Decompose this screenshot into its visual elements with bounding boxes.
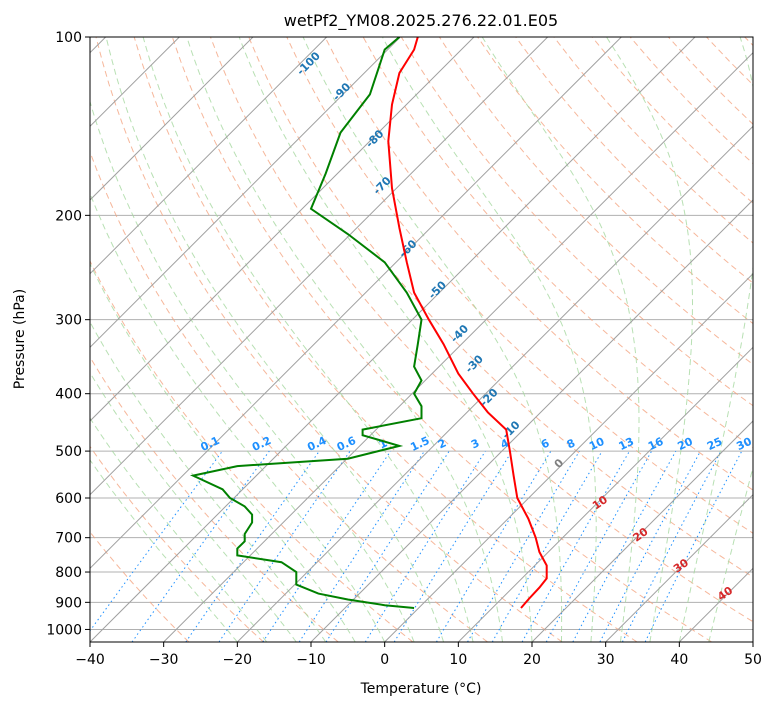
- mixing-ratio-label: 36: [764, 435, 775, 453]
- moist-adiabat: [90, 192, 386, 642]
- x-axis: −40 −30 −20 −10 0 10 20 30 40 50: [75, 642, 762, 668]
- x-tick-label: 50: [744, 652, 762, 668]
- temperature-line: [387, 37, 548, 609]
- y-axis-label: Pressure (hPa): [12, 289, 28, 389]
- mixing-ratio-label: 13: [617, 435, 636, 453]
- y-tick-label: 600: [55, 491, 82, 507]
- dry-adiabat: [90, 445, 264, 642]
- isotherm-line: [90, 37, 549, 496]
- mixing-ratio-line: [572, 450, 677, 642]
- moist-adiabat: [481, 37, 640, 642]
- isotherm-line: [90, 37, 328, 275]
- moist-adiabat: [678, 37, 753, 642]
- isotherm-line: [310, 199, 753, 642]
- moist-adiabat: [708, 465, 753, 642]
- isotherm-line: [90, 37, 401, 349]
- y-tick-label: 800: [55, 565, 82, 581]
- x-tick-label: −30: [149, 652, 179, 668]
- mixing-ratio-label: 30: [734, 435, 754, 453]
- x-tick-label: 40: [670, 652, 688, 668]
- mixing-ratio-label: 16: [646, 435, 666, 453]
- mixing-ratio-line: [435, 450, 552, 642]
- x-tick-label: 0: [380, 652, 389, 668]
- moist-adiabat: [90, 459, 238, 642]
- y-tick-label: 1000: [46, 622, 82, 638]
- mixing-ratio-line: [185, 450, 320, 642]
- moist-adiabat: [105, 37, 445, 642]
- isotherm-line: [384, 272, 753, 642]
- dry-adiabat: [90, 259, 414, 642]
- x-tick-label: −20: [223, 652, 253, 668]
- y-tick-label: 200: [55, 208, 82, 224]
- moist-adiabat: [142, 37, 474, 642]
- y-axis: 100 200 300 400 500 600 700 800 900 1000: [46, 30, 90, 638]
- isotherm-line: [236, 125, 753, 642]
- mixing-ratio-line: [364, 450, 486, 642]
- isotherm-line: [605, 493, 753, 642]
- isotherm-line: [457, 346, 753, 642]
- chart-title: wetPf2_YM08.2025.276.22.01.E05: [284, 11, 558, 31]
- x-tick-label: 30: [597, 652, 615, 668]
- x-axis-label: Temperature (°C): [360, 681, 482, 697]
- moist-adiabat: [381, 37, 597, 642]
- y-tick-label: 100: [55, 30, 82, 46]
- moist-adiabat: [90, 417, 268, 642]
- isotherm-line: [90, 37, 254, 201]
- plot-area: [90, 37, 753, 642]
- x-tick-label: 20: [523, 652, 541, 668]
- mixing-ratio-lines: [90, 450, 743, 642]
- isotherm-line: [90, 37, 622, 570]
- y-tick-label: 700: [55, 531, 82, 547]
- y-tick-label: 400: [55, 387, 82, 403]
- moist-adiabats: [90, 37, 753, 642]
- y-tick-label: 500: [55, 444, 82, 460]
- y-tick-label: 300: [55, 313, 82, 329]
- skewed-isotherms: [90, 37, 753, 642]
- isotherm-line: [163, 51, 753, 642]
- pressure-gridlines: [90, 37, 753, 630]
- moist-adiabat: [606, 37, 693, 642]
- plot-frame: [89, 36, 754, 643]
- dry-adiabat: [133, 37, 638, 642]
- dry-adiabat: [515, 37, 753, 284]
- y-tick-label: 900: [55, 595, 82, 611]
- dry-adiabat: [324, 37, 753, 491]
- isotherm-line: [531, 420, 753, 642]
- isotherm-line: [90, 37, 696, 642]
- x-tick-label: 10: [449, 652, 467, 668]
- dry-adiabat: [210, 37, 753, 623]
- mixing-ratio-line: [218, 450, 351, 642]
- isotherm-line: [752, 641, 753, 642]
- dry-adiabat: [248, 37, 753, 578]
- sounding-profiles: [189, 37, 548, 609]
- mixing-ratio-line: [599, 450, 701, 642]
- moist-adiabat: [90, 371, 297, 642]
- mixing-ratio-label: 10: [587, 435, 607, 453]
- dewpoint-line: [189, 37, 423, 609]
- moist-adiabat: [302, 37, 563, 642]
- dry-adiabat: [286, 37, 753, 534]
- mixing-ratio-line: [298, 450, 425, 642]
- mixing-ratio-line: [325, 450, 450, 642]
- mixing-ratio-line: [262, 450, 392, 642]
- moist-adiabat: [90, 262, 356, 642]
- mixing-ratio-label: 20: [676, 435, 696, 453]
- moist-adiabat: [186, 37, 503, 642]
- dry-adiabat: [95, 37, 563, 642]
- isotherm-line: [90, 37, 475, 422]
- mixing-ratio-line: [467, 450, 580, 642]
- x-tick-label: −10: [296, 652, 326, 668]
- mixing-ratio-label: 25: [705, 435, 724, 453]
- x-tick-label: −40: [75, 652, 105, 668]
- moist-adiabat: [90, 321, 327, 642]
- dry-adiabat: [171, 37, 712, 642]
